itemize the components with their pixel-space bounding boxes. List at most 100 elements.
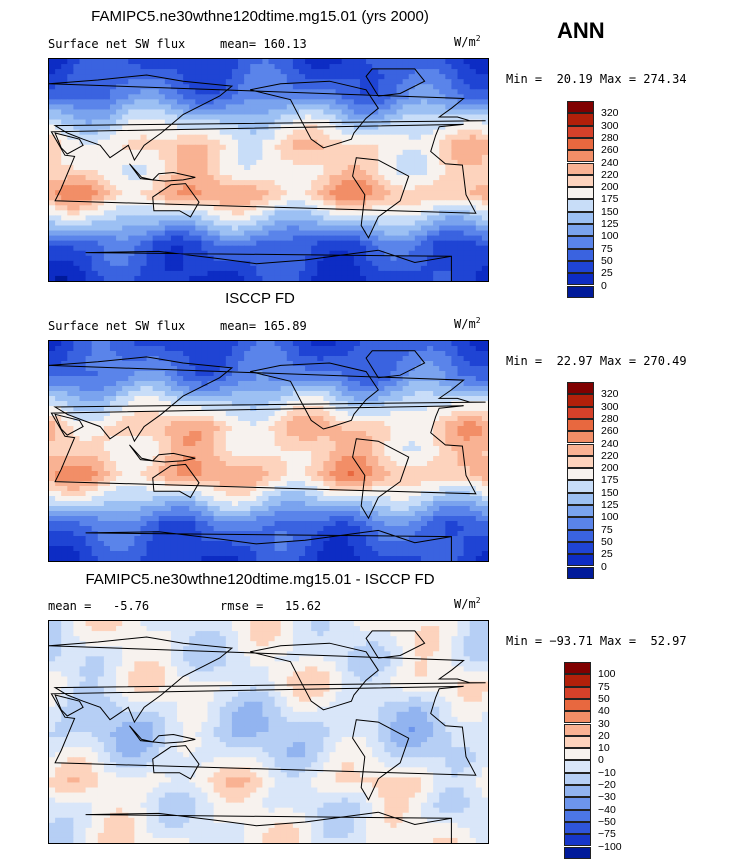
map-cell [226,215,233,221]
map-cell [403,421,410,427]
map-cell [421,236,428,242]
map-cell [92,346,99,352]
map-cell [384,426,391,432]
map-cell [49,246,56,252]
map-cell [439,140,446,146]
map-cell [104,145,111,151]
map-cell [305,446,312,452]
map-cell [287,411,294,417]
map-cell [317,200,324,206]
map-cell [378,366,385,372]
map-cell [110,241,117,247]
map-cell [128,386,135,392]
map-cell [427,236,434,242]
map-cell [226,99,233,105]
map-cell [287,84,294,90]
map-cell [482,130,488,136]
map-cell [153,165,160,171]
map-cell [281,226,288,232]
map-cell [360,59,367,65]
map-cell [116,421,123,427]
map-cell [348,185,355,191]
map-cell [458,180,465,186]
map-cell [317,170,324,176]
map-cell [238,271,245,277]
map-cell [153,99,160,105]
map-cell [287,64,294,70]
map-cell [378,396,385,402]
map-cell [140,246,147,252]
map-cell [55,401,62,407]
map-cell [67,94,74,100]
map-cell [177,446,184,452]
map-cell [421,175,428,181]
map-cell [67,391,74,397]
map-cell [250,451,257,457]
map-cell [293,226,300,232]
map-cell [482,226,488,232]
map-cell [214,190,221,196]
map-cell [378,421,385,427]
map-cell [269,145,276,151]
map-cell [336,386,343,392]
map-cell [244,155,251,161]
map-cell [305,145,312,151]
map-cell [317,271,324,277]
map-cell [61,346,68,352]
map-cell [378,361,385,367]
map-cell [451,74,458,80]
map-cell [439,366,446,372]
map-cell [165,205,172,211]
map-cell [476,431,483,437]
map-cell [232,231,239,237]
map-cell [250,446,257,452]
map-cell [470,426,477,432]
map-cell [329,366,336,372]
map-cell [366,446,373,452]
map-cell [342,441,349,447]
map-cell [214,130,221,136]
map-cell [86,226,93,232]
map-cell [275,155,282,161]
map-cell [244,190,251,196]
map-cell [98,109,105,115]
map-cell [238,401,245,407]
map-cell [305,165,312,171]
map-cell [482,89,488,95]
map-cell [92,241,99,247]
map-cell [378,200,385,206]
map-cell [275,246,282,252]
map-cell [189,160,196,166]
map-cell [433,79,440,85]
map-cell [445,185,452,191]
map-cell [214,236,221,242]
map-cell [244,160,251,166]
map-cell [214,104,221,110]
map-cell [384,115,391,121]
map-cell [311,391,318,397]
map-cell [433,104,440,110]
map-cell [470,115,477,121]
map-cell [354,361,361,367]
map-cell [128,376,135,382]
map-cell [433,231,440,237]
map-cell [421,160,428,166]
map-cell [232,376,239,382]
colorbar-cell [567,175,594,187]
map-cell [49,165,56,171]
map-cell [201,185,208,191]
map-cell [238,406,245,412]
map-cell [220,190,227,196]
map-cell [238,120,245,126]
map-cell [287,341,294,347]
map-cell [189,341,196,347]
map-cell [476,175,483,181]
map-cell [244,135,251,141]
map-cell [104,341,111,347]
map-cell [134,441,141,447]
map-cell [208,346,215,352]
map-cell [232,456,239,462]
map-cell [208,145,215,151]
map-cell [110,205,117,211]
map-cell [287,160,294,166]
